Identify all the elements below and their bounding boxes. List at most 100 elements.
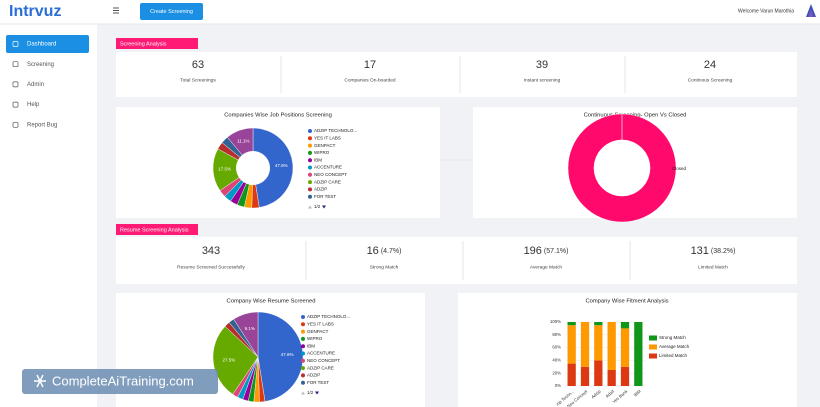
- bar-segment: [580, 366, 590, 386]
- section-tag: [116, 38, 198, 49]
- bar-segment: [620, 366, 630, 386]
- legend-label: WIPRO: [307, 336, 323, 341]
- stat-value: 63: [192, 59, 204, 71]
- slice-label: 47.6%: [275, 163, 288, 168]
- stat-value: 131 (38.2%): [691, 245, 736, 257]
- create-button-label[interactable]: Create Screening: [150, 9, 193, 15]
- legend-next[interactable]: [315, 391, 319, 395]
- nav-icon: [12, 121, 19, 128]
- logo[interactable]: Intrvuz: [9, 3, 61, 20]
- nav-item[interactable]: Help: [27, 102, 40, 108]
- slice-label: 47.6%: [281, 352, 294, 357]
- chart-title: Company Wise Resume Screened: [227, 299, 316, 305]
- legend-label: FOR TEST: [307, 380, 329, 385]
- legend-swatch: [301, 351, 305, 356]
- legend-label: Average Match: [659, 344, 690, 349]
- legend-label: FOR TEST: [314, 194, 336, 199]
- watermark-icon: [34, 374, 46, 388]
- y-tick-label: 60%: [552, 345, 561, 350]
- stat-label: Total Screenings: [180, 77, 216, 83]
- stat-number: 16: [367, 245, 379, 257]
- legend-swatch: [301, 358, 305, 363]
- nav-item[interactable]: Report Bug: [27, 122, 57, 128]
- legend-next[interactable]: [322, 205, 326, 209]
- nav-item[interactable]: Dashboard: [27, 42, 56, 48]
- slice-label: 9.1%: [245, 326, 255, 331]
- bar-segment: [594, 360, 603, 386]
- legend-swatch: [308, 180, 312, 185]
- stat-number: 343: [202, 245, 220, 257]
- pie-slice: [212, 326, 259, 395]
- stat-label: Continous Screening: [688, 77, 733, 83]
- legend-swatch: [308, 187, 312, 192]
- legend-swatch: [308, 194, 312, 199]
- pie-slice: [227, 127, 254, 156]
- bar-segment: [567, 363, 576, 386]
- legend-swatch: [308, 143, 312, 148]
- stat-number: 196: [524, 245, 542, 257]
- legend-swatch: [308, 158, 312, 163]
- legend-label: YES IT LABS: [307, 321, 334, 326]
- section-tag: [116, 224, 198, 235]
- legend-swatch: [666, 167, 670, 171]
- legend-swatch: [649, 344, 657, 350]
- section-title: Resume Screening Analysis: [120, 227, 189, 233]
- nav-icon: [12, 101, 19, 108]
- stat-label: Limited Match: [698, 264, 728, 270]
- slice-label: 27.5%: [223, 357, 236, 362]
- legend-label: NEO CONCEPT: [314, 172, 347, 177]
- legend-label: GENPACT: [314, 143, 336, 148]
- pie-slice: [252, 127, 294, 208]
- legend-label: ADZIP TECHNOLO...: [314, 128, 357, 133]
- slice-label: 11.1%: [237, 138, 249, 143]
- legend-swatch: [308, 172, 312, 177]
- legend-swatch: [301, 322, 305, 327]
- legend-label: ADZIP CARE: [314, 179, 341, 184]
- menu-toggle[interactable]: [113, 7, 119, 14]
- stat-value: 343: [202, 245, 220, 257]
- legend-prev: [308, 205, 312, 209]
- nav-item[interactable]: Screening: [27, 62, 54, 68]
- legend-label: ADZIP: [314, 187, 327, 192]
- legend-swatch: [301, 315, 305, 319]
- stat-label: Average Match: [530, 264, 563, 270]
- watermark-bg: [22, 369, 218, 394]
- bar-segment: [567, 325, 576, 364]
- stat-number: 131: [691, 245, 709, 257]
- content: Dashboard Screening Admin Help Report Bug Scr…: [6, 35, 735, 407]
- bar-segment: [580, 322, 590, 367]
- pie-slice: [233, 311, 259, 358]
- legend-label: Strong Match: [659, 335, 686, 340]
- stat-label: Companies On-boarded: [344, 77, 396, 83]
- legend-swatch: [308, 136, 312, 141]
- nav-icon: [12, 41, 19, 47]
- create-button[interactable]: [140, 3, 203, 20]
- chart-title: Companies Wise Job Positions Screening: [224, 113, 332, 119]
- legend-label: YES IT LABS: [314, 135, 341, 140]
- welcome-text: Welcome Varun Marothia: [738, 8, 794, 14]
- bar-segment: [620, 328, 630, 367]
- stat-value: 24: [704, 59, 716, 71]
- legend-label: ADZIP CARE: [307, 365, 334, 370]
- x-tick-label: Adzip: [590, 388, 602, 399]
- stat-value: 196 (57.1%): [524, 245, 569, 257]
- legend-label: ADZIP TECHNOLO...: [307, 314, 350, 319]
- stat-percent: (4.7%): [381, 248, 402, 255]
- legend-label: ACCENTURE: [307, 351, 335, 356]
- stats-card: [116, 237, 797, 284]
- nav-icon: [12, 61, 19, 68]
- legend-swatch: [308, 165, 312, 170]
- watermark-text: CompleteAiTraining.com: [52, 373, 194, 388]
- y-tick-label: 100%: [550, 319, 561, 324]
- legend-swatch: [308, 150, 312, 155]
- legend-label: GENPACT: [307, 329, 329, 334]
- legend-label: IBM: [314, 157, 322, 162]
- slice-label: 17.5%: [218, 167, 231, 172]
- bar-segment: [634, 322, 643, 386]
- legend-label: Closed: [672, 166, 687, 171]
- nav-item[interactable]: Admin: [27, 82, 44, 88]
- stat-number: 17: [364, 59, 376, 71]
- x-tick-label: Adzit: [605, 388, 616, 398]
